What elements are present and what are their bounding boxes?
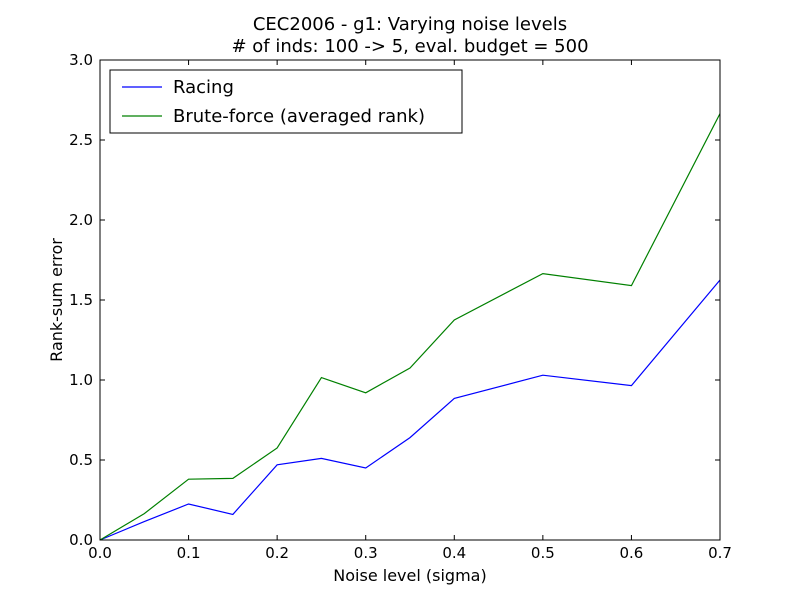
x-tick-label: 0.3 [354,544,378,562]
y-tick-label: 2.5 [69,131,93,149]
series-line-0 [100,280,720,540]
x-tick-label: 0.5 [531,544,555,562]
x-tick-label: 0.4 [442,544,466,562]
y-tick-label: 0.0 [69,531,93,549]
legend-label-brute-force: Brute-force (averaged rank) [173,106,425,127]
chart-title: CEC2006 - g1: Varying noise levels [253,14,567,35]
y-tick-label: 2.0 [69,211,93,229]
series-line-1 [100,114,720,540]
x-tick-label: 0.6 [619,544,643,562]
legend-label-racing: Racing [173,77,234,98]
x-tick-label: 0.7 [708,544,732,562]
y-tick-label: 3.0 [69,51,93,69]
y-tick-label: 1.5 [69,291,93,309]
chart-subtitle: # of inds: 100 -> 5, eval. budget = 500 [231,36,588,57]
x-tick-label: 0.2 [265,544,289,562]
x-tick-label: 0.1 [177,544,201,562]
y-tick-label: 1.0 [69,371,93,389]
plot-area [100,114,720,540]
x-axis-label: Noise level (sigma) [333,566,486,585]
y-axis-label: Rank-sum error [47,238,66,362]
y-tick-label: 0.5 [69,451,93,469]
legend: Racing Brute-force (averaged rank) [110,70,462,133]
